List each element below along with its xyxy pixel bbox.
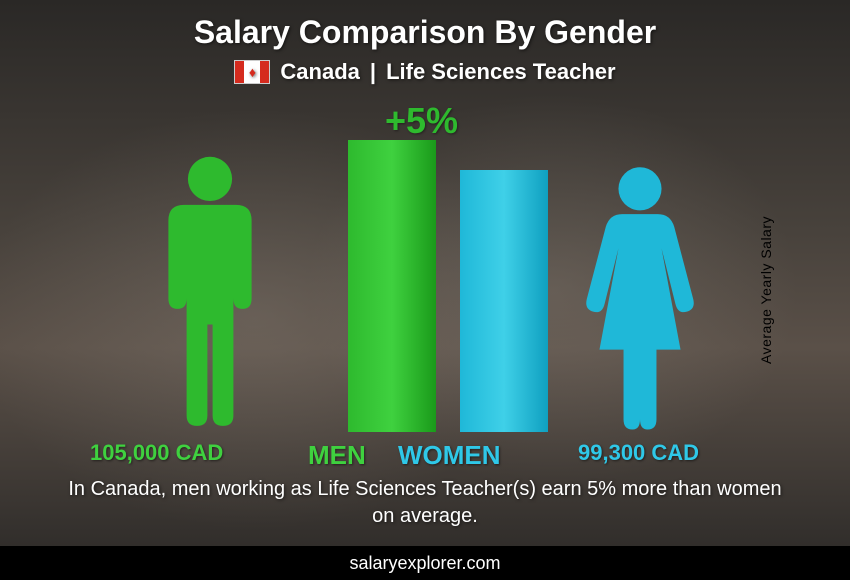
- labels-row: 105,000 CAD MEN WOMEN 99,300 CAD: [0, 440, 850, 470]
- chart-area: +5%: [80, 100, 770, 450]
- page-title: Salary Comparison By Gender: [0, 0, 850, 51]
- subtitle-job: Life Sciences Teacher: [386, 59, 616, 85]
- y-axis-label: Average Yearly Salary: [758, 216, 774, 364]
- men-salary-bar: [348, 140, 436, 432]
- woman-figure-icon: [575, 166, 705, 432]
- women-label: WOMEN: [398, 440, 501, 471]
- footer-source: salaryexplorer.com: [0, 546, 850, 580]
- summary-caption: In Canada, men working as Life Sciences …: [60, 476, 790, 530]
- men-label: MEN: [308, 440, 366, 471]
- canada-flag-icon: ♦: [234, 60, 270, 84]
- infographic-content: Salary Comparison By Gender ♦ Canada | L…: [0, 0, 850, 580]
- subtitle-row: ♦ Canada | Life Sciences Teacher: [0, 59, 850, 85]
- man-figure-icon: [145, 152, 275, 432]
- men-salary-value: 105,000 CAD: [90, 440, 223, 466]
- percent-difference-label: +5%: [385, 100, 458, 142]
- women-salary-value: 99,300 CAD: [578, 440, 699, 466]
- subtitle-separator: |: [370, 59, 376, 85]
- subtitle-country: Canada: [280, 59, 359, 85]
- women-salary-bar: [460, 170, 548, 432]
